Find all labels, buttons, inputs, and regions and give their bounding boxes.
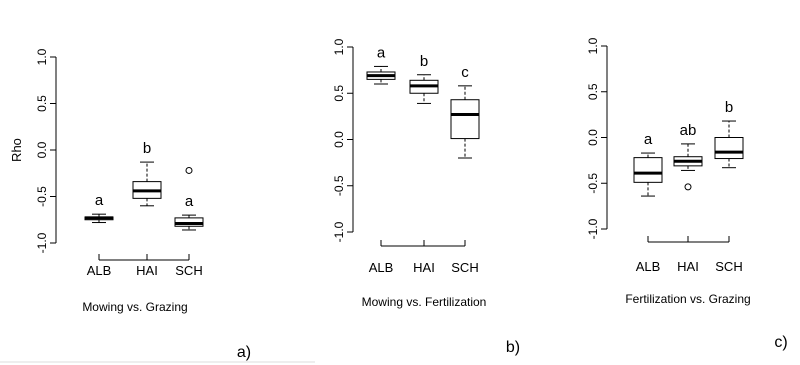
x-tick-label: HAI xyxy=(136,263,158,278)
significance-letter: a xyxy=(185,193,194,210)
y-tick-label: 0.5 xyxy=(35,95,49,112)
panel-fertilization-vs-grazing: -1.0 -0.5 0.0 0.5 1.0 ALB HAI SCH a ab b Fertilizat… xyxy=(586,37,788,351)
y-tick-label: 0.5 xyxy=(332,85,346,102)
outlier-point xyxy=(684,183,692,191)
box-iqr xyxy=(714,137,744,160)
significance-letter: ab xyxy=(680,122,697,139)
x-axis-title: Mowing vs. Fertilization xyxy=(362,295,487,309)
significance-letter: c xyxy=(461,64,469,81)
significance-letter: b xyxy=(725,99,733,116)
box-hai xyxy=(132,161,162,207)
x-tick-label: ALB xyxy=(636,259,661,274)
y-tick-label: 0.5 xyxy=(586,83,600,100)
y-tick-label: -1.0 xyxy=(586,218,600,239)
significance-letter: b xyxy=(420,53,428,70)
y-tick-label: 0.0 xyxy=(35,141,49,158)
y-tick-label: -1.0 xyxy=(35,232,49,253)
panel-label: c) xyxy=(774,334,787,351)
box-hai xyxy=(409,74,439,104)
x-tick-label: HAI xyxy=(413,260,435,275)
x-tick-label: ALB xyxy=(87,263,112,278)
x-axis-title: Mowing vs. Grazing xyxy=(82,300,187,314)
box-sch xyxy=(174,166,204,231)
y-tick-label: -0.5 xyxy=(586,173,600,194)
panel-mowing-vs-grazing: -1.0 -0.5 0.0 0.5 1.0 ALB HAI SCH a b a Mowing vs. … xyxy=(9,48,251,361)
panel-label: a) xyxy=(237,344,251,361)
y-tick-label: 0.0 xyxy=(332,131,346,148)
panel-label: b) xyxy=(506,339,520,356)
x-tick-label: SCH xyxy=(451,260,478,275)
y-tick-label: 1.0 xyxy=(586,37,600,54)
significance-letter: a xyxy=(644,131,653,148)
x-tick-label: ALB xyxy=(369,260,394,275)
panel-mowing-vs-fertilization: -1.0 -0.5 0.0 0.5 1.0 ALB HAI SCH a b c Mowing vs. … xyxy=(332,38,520,356)
box-sch xyxy=(450,85,480,159)
box-alb xyxy=(84,213,114,224)
y-tick-label: -0.5 xyxy=(332,175,346,196)
y-tick-label: 1.0 xyxy=(35,48,49,65)
significance-letter: a xyxy=(95,192,104,209)
box-iqr xyxy=(633,157,663,183)
box-iqr xyxy=(450,99,480,140)
x-tick-label: HAI xyxy=(677,259,699,274)
y-tick-label: 0.0 xyxy=(586,129,600,146)
y-axis-title: Rho xyxy=(9,138,24,162)
y-tick-label: -0.5 xyxy=(35,186,49,207)
box-alb xyxy=(366,65,396,85)
x-axis-title: Fertilization vs. Grazing xyxy=(625,292,750,306)
outlier-point xyxy=(185,166,193,174)
box-sch xyxy=(714,120,744,169)
x-tick-label: SCH xyxy=(715,259,742,274)
y-tick-label: 1.0 xyxy=(332,38,346,55)
box-hai xyxy=(673,143,703,191)
y-tick-label: -1.0 xyxy=(332,221,346,242)
significance-letter: a xyxy=(377,44,386,61)
box-alb xyxy=(633,152,663,197)
x-tick-label: SCH xyxy=(175,263,202,278)
significance-letter: b xyxy=(143,140,151,157)
